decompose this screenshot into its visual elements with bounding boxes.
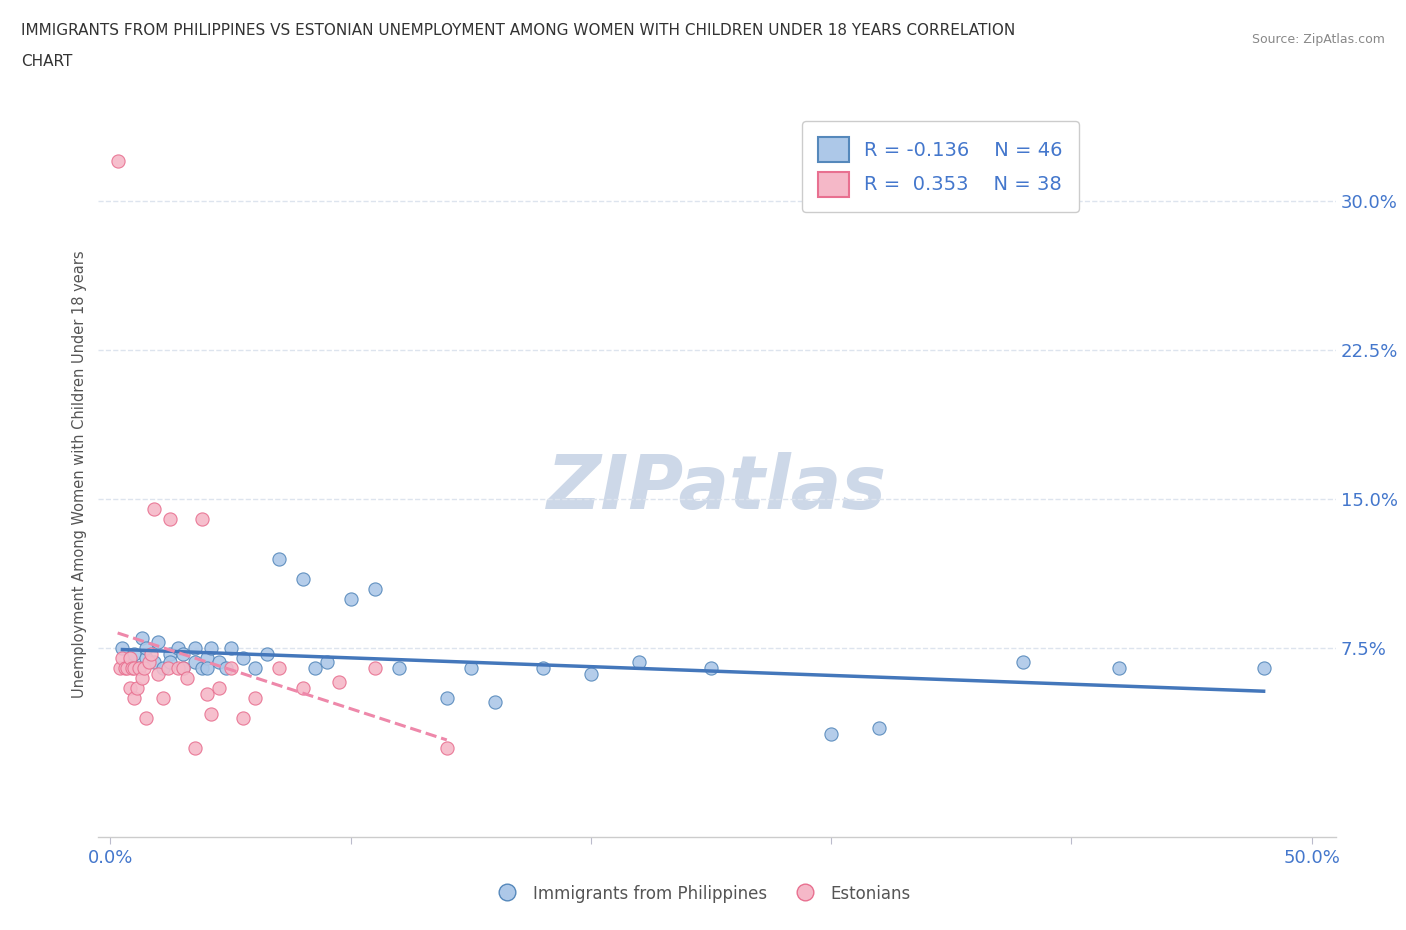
Point: [219, 660, 242, 675]
Point: [111, 651, 134, 666]
Point: [1012, 655, 1035, 670]
Point: [183, 655, 205, 670]
Point: [131, 671, 153, 685]
Point: [107, 153, 129, 168]
Point: [157, 660, 180, 675]
Point: [128, 660, 150, 675]
Point: [364, 660, 387, 675]
Point: [172, 660, 194, 675]
Point: [111, 641, 134, 656]
Point: [200, 707, 222, 722]
Y-axis label: Unemployment Among Women with Children Under 18 years: Unemployment Among Women with Children U…: [72, 250, 87, 698]
Point: [148, 635, 170, 650]
Point: [579, 667, 602, 682]
Point: [166, 660, 188, 675]
Point: [219, 641, 242, 656]
Point: [256, 646, 278, 661]
Text: ZIPatlas: ZIPatlas: [547, 452, 887, 525]
Point: [108, 660, 131, 675]
Point: [118, 681, 141, 696]
Point: [195, 651, 218, 666]
Text: Source: ZipAtlas.com: Source: ZipAtlas.com: [1251, 33, 1385, 46]
Point: [138, 655, 160, 670]
Point: [131, 631, 153, 645]
Point: [243, 660, 266, 675]
Point: [152, 660, 174, 675]
Point: [117, 660, 139, 675]
Point: [124, 660, 146, 675]
Point: [176, 671, 198, 685]
Point: [820, 726, 842, 741]
Point: [460, 660, 482, 675]
Point: [232, 651, 254, 666]
Point: [232, 711, 254, 725]
Point: [190, 512, 212, 526]
Point: [364, 581, 387, 596]
Point: [531, 660, 554, 675]
Point: [183, 641, 205, 656]
Legend: R = -0.136    N = 46, R =  0.353    N = 38: R = -0.136 N = 46, R = 0.353 N = 38: [803, 121, 1078, 212]
Point: [135, 641, 157, 656]
Point: [195, 660, 218, 675]
Point: [124, 646, 146, 661]
Point: [159, 646, 181, 661]
Point: [124, 690, 146, 705]
Point: [141, 646, 163, 661]
Point: [267, 551, 290, 566]
Point: [118, 655, 141, 670]
Point: [152, 690, 174, 705]
Point: [315, 655, 337, 670]
Point: [207, 655, 229, 670]
Point: [267, 660, 290, 675]
Point: [304, 660, 326, 675]
Point: [388, 660, 411, 675]
Point: [627, 655, 650, 670]
Point: [195, 686, 218, 701]
Point: [484, 695, 506, 710]
Point: [142, 655, 165, 670]
Point: [868, 720, 890, 735]
Point: [118, 651, 141, 666]
Point: [291, 571, 314, 586]
Point: [291, 681, 314, 696]
Point: [243, 690, 266, 705]
Point: [135, 651, 157, 666]
Point: [166, 641, 188, 656]
Point: [1253, 660, 1275, 675]
Text: IMMIGRANTS FROM PHILIPPINES VS ESTONIAN UNEMPLOYMENT AMONG WOMEN WITH CHILDREN U: IMMIGRANTS FROM PHILIPPINES VS ESTONIAN …: [21, 23, 1015, 38]
Point: [700, 660, 723, 675]
Point: [183, 740, 205, 755]
Legend: Immigrants from Philippines, Estonians: Immigrants from Philippines, Estonians: [486, 875, 920, 912]
Point: [172, 660, 194, 675]
Point: [142, 501, 165, 516]
Point: [436, 740, 458, 755]
Text: CHART: CHART: [21, 54, 73, 69]
Point: [200, 641, 222, 656]
Point: [135, 711, 157, 725]
Point: [190, 660, 212, 675]
Point: [159, 655, 181, 670]
Point: [125, 681, 148, 696]
Point: [114, 660, 136, 675]
Point: [159, 512, 181, 526]
Point: [128, 660, 150, 675]
Point: [1108, 660, 1130, 675]
Point: [436, 690, 458, 705]
Point: [207, 681, 229, 696]
Point: [132, 660, 155, 675]
Point: [339, 591, 361, 606]
Point: [121, 660, 143, 675]
Point: [215, 660, 238, 675]
Point: [172, 646, 194, 661]
Point: [328, 674, 350, 689]
Point: [148, 667, 170, 682]
